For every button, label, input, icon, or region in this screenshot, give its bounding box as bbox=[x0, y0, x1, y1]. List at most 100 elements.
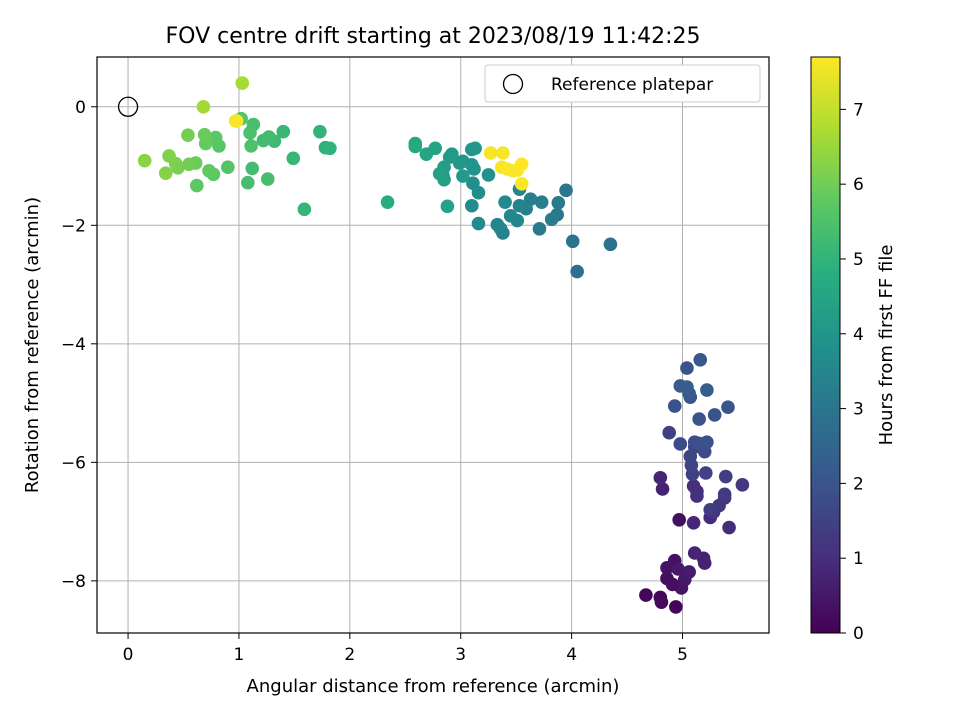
data-point bbox=[276, 124, 291, 139]
data-point bbox=[483, 146, 498, 160]
y-tick-label: −4 bbox=[61, 335, 86, 355]
data-point bbox=[667, 399, 682, 413]
data-point bbox=[408, 139, 423, 154]
data-point bbox=[490, 217, 505, 232]
data-point bbox=[707, 408, 722, 422]
data-point bbox=[655, 482, 670, 496]
data-point bbox=[432, 166, 447, 181]
data-point bbox=[514, 177, 529, 191]
data-point bbox=[496, 146, 510, 160]
data-point bbox=[181, 128, 195, 143]
data-point bbox=[532, 222, 547, 236]
data-point bbox=[703, 502, 718, 517]
data-point bbox=[717, 487, 732, 502]
data-point bbox=[197, 127, 212, 142]
x-tick-label: 3 bbox=[455, 645, 466, 665]
data-point bbox=[481, 168, 496, 182]
data-point bbox=[672, 513, 686, 527]
data-point bbox=[235, 76, 250, 90]
data-point bbox=[256, 133, 271, 148]
data-point bbox=[690, 489, 704, 503]
x-tick-label: 4 bbox=[566, 645, 577, 665]
x-axis-label: Angular distance from reference (arcmin) bbox=[247, 676, 620, 697]
data-point bbox=[698, 466, 713, 480]
data-point bbox=[323, 141, 337, 156]
data-point bbox=[440, 199, 455, 214]
data-point bbox=[196, 99, 211, 114]
data-point bbox=[662, 425, 676, 440]
colorbar-tick-label: 6 bbox=[853, 175, 864, 195]
data-point bbox=[442, 150, 457, 164]
data-point bbox=[241, 175, 255, 190]
data-point bbox=[313, 124, 327, 139]
data-point bbox=[498, 195, 512, 209]
data-point bbox=[503, 209, 518, 223]
data-point bbox=[722, 520, 736, 535]
data-point bbox=[653, 470, 668, 485]
colorbar-tick-label: 1 bbox=[853, 549, 864, 569]
data-point bbox=[245, 161, 260, 176]
reference-point bbox=[117, 96, 139, 117]
colorbar-tick-label: 2 bbox=[853, 474, 864, 494]
data-point bbox=[297, 202, 312, 217]
y-axis-ticks: 0 −2 −4 −6 −8 bbox=[61, 98, 97, 592]
chart-title: FOV centre drift starting at 2023/08/19 … bbox=[166, 24, 701, 49]
legend-entry-reference-platepar: Reference platepar bbox=[551, 75, 713, 95]
colorbar: 0 1 2 3 4 5 6 7 Hours from first FF file bbox=[810, 56, 897, 644]
legend-box bbox=[484, 64, 761, 103]
data-point bbox=[419, 147, 434, 161]
data-point bbox=[671, 562, 685, 576]
data-point bbox=[735, 478, 750, 492]
data-point bbox=[208, 130, 223, 145]
x-axis-ticks: 0 1 2 3 4 5 bbox=[123, 633, 688, 665]
y-tick-label: 0 bbox=[75, 98, 86, 118]
data-point bbox=[466, 176, 480, 191]
data-point bbox=[692, 412, 706, 426]
data-point bbox=[202, 163, 216, 178]
data-point bbox=[700, 435, 714, 449]
data-point bbox=[721, 400, 735, 415]
colorbar-label: Hours from first FF file bbox=[876, 245, 897, 446]
data-point bbox=[158, 166, 173, 180]
y-tick-label: −6 bbox=[61, 453, 86, 473]
data-point bbox=[468, 141, 482, 156]
x-tick-label: 5 bbox=[677, 645, 688, 665]
data-point bbox=[665, 577, 680, 592]
colorbar-tick-label: 5 bbox=[853, 250, 864, 270]
data-points bbox=[137, 76, 750, 614]
data-point bbox=[137, 153, 152, 168]
colorbar-tick-label: 4 bbox=[853, 325, 864, 345]
data-point bbox=[514, 157, 529, 172]
data-point bbox=[260, 172, 275, 186]
data-point bbox=[686, 515, 701, 530]
colorbar-ticks: 0 1 2 3 4 5 6 7 bbox=[840, 100, 864, 644]
data-point bbox=[452, 156, 467, 170]
data-point bbox=[190, 178, 204, 193]
x-tick-label: 0 bbox=[123, 645, 134, 665]
data-point bbox=[182, 157, 196, 172]
colorbar-tick-label: 7 bbox=[853, 100, 864, 120]
data-point bbox=[570, 264, 584, 279]
plot-frame bbox=[96, 56, 770, 634]
data-point bbox=[660, 561, 674, 575]
data-point bbox=[565, 234, 580, 249]
data-point bbox=[700, 383, 714, 397]
data-point bbox=[465, 198, 479, 213]
y-tick-label: −2 bbox=[61, 216, 86, 236]
data-point bbox=[380, 195, 395, 209]
data-point bbox=[471, 216, 486, 231]
data-point bbox=[673, 437, 688, 451]
colorbar-gradient bbox=[810, 56, 841, 634]
data-point bbox=[559, 183, 573, 198]
data-point bbox=[680, 380, 694, 394]
data-point bbox=[669, 600, 683, 614]
data-point bbox=[697, 556, 712, 570]
y-axis-label: Rotation from reference (arcmin) bbox=[22, 197, 43, 493]
data-point bbox=[228, 114, 243, 128]
data-point bbox=[551, 195, 566, 210]
colorbar-tick-label: 3 bbox=[853, 400, 864, 420]
data-point bbox=[687, 546, 702, 560]
x-tick-label: 2 bbox=[344, 645, 355, 665]
legend-reference-marker bbox=[502, 73, 524, 95]
